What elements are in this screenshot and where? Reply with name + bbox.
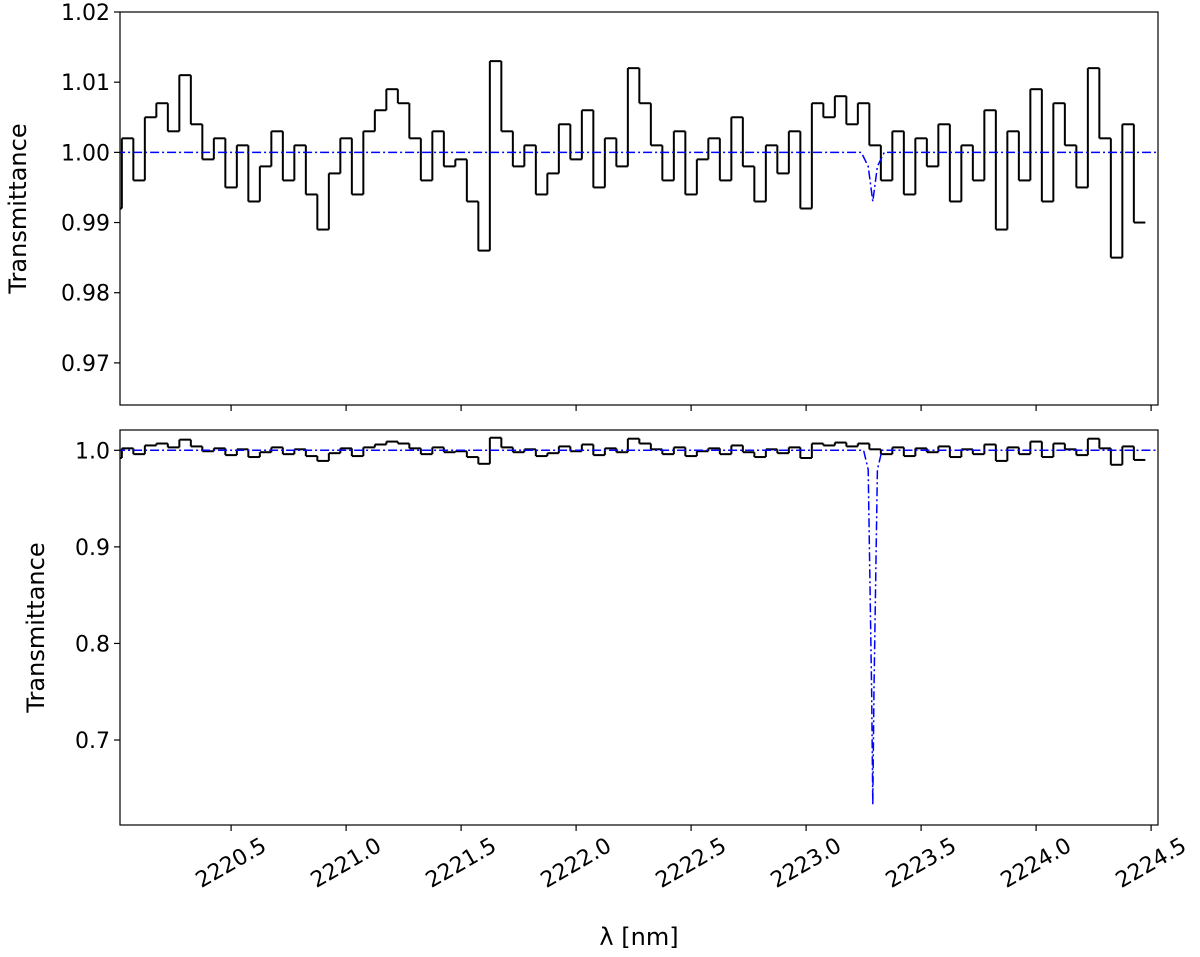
y-tick-label: 1.0 [75,439,110,464]
model-line [120,151,1158,202]
y-axis-label: Transmittance [4,123,32,294]
x-tick-label: 2220.5 [192,833,271,893]
model-line [120,449,1158,805]
x-tick-label: 2221.5 [422,833,501,893]
x-tick-label: 2222.0 [537,833,616,893]
y-tick-label: 0.99 [61,212,110,237]
x-axis-label: λ [nm] [599,923,678,951]
x-tick-label: 2221.0 [307,833,386,893]
x-tick-label: 2223.0 [767,833,846,893]
x-tick-label: 2224.5 [1112,833,1191,893]
axes-frame [119,11,1159,406]
axes-frame [119,429,1159,826]
plot-area [120,436,1158,805]
x-tick-label: 2222.5 [652,833,731,893]
y-tick-label: 0.98 [61,282,110,307]
plot-area [120,60,1158,259]
y-tick-label: 0.9 [75,536,110,561]
y-axis-label: Transmittance [22,542,50,713]
y-tick-label: 1.02 [61,1,110,26]
y-tick-label: 1.00 [61,141,110,166]
y-tick-label: 0.8 [75,632,110,657]
y-tick-label: 1.01 [61,71,110,96]
y-tick-label: 0.97 [61,352,110,377]
x-tick-label: 2224.0 [997,833,1076,893]
y-tick-label: 0.7 [75,729,110,754]
x-tick-label: 2223.5 [882,833,961,893]
